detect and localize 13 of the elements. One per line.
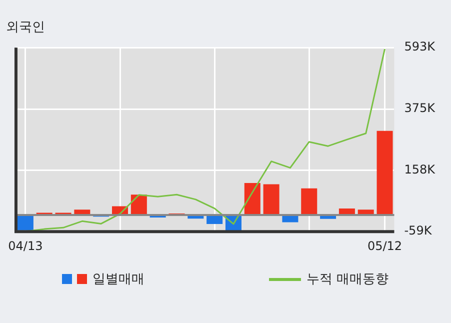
chart-title: 외국인 — [6, 20, 45, 36]
x-tick-label: 05/12 — [367, 238, 402, 253]
bar — [301, 188, 318, 215]
bar — [376, 130, 393, 215]
y-tick-label: 158K — [404, 162, 436, 176]
legend-label: 일별매매 — [92, 271, 144, 288]
bar — [263, 184, 280, 215]
y-tick-label: 593K — [404, 40, 436, 54]
bar — [17, 214, 34, 230]
y-tick-label: 375K — [404, 101, 436, 116]
x-tick-label: 04/13 — [8, 238, 43, 253]
y-tick-label: -59K — [404, 224, 433, 238]
legend-label: 누적 매매동향 — [306, 271, 389, 288]
